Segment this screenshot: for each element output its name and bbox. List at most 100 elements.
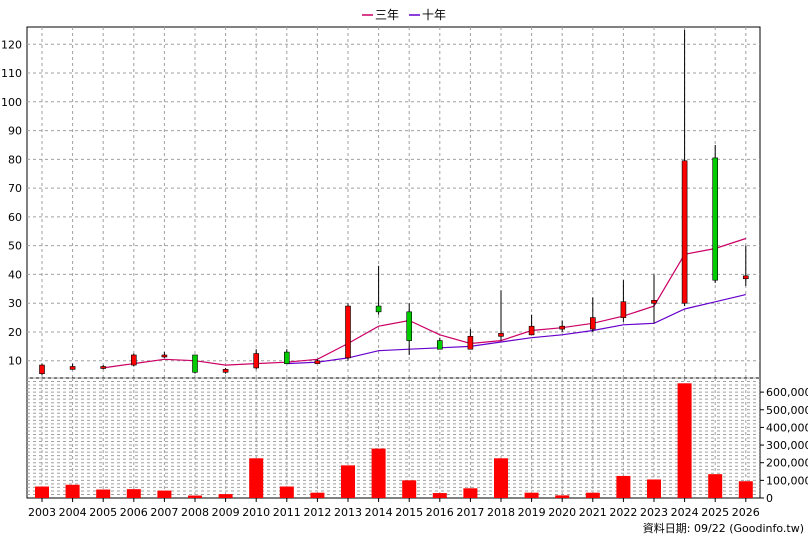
volume-bar [616,475,631,498]
volume-bar [738,481,753,498]
x-tick-label: 2024 [671,506,699,519]
price-tick-label: 10 [8,355,22,368]
price-tick-label: 60 [8,211,22,224]
source-label: 資料日期: 09/22 (Goodinfo.tw) [643,521,804,535]
candle-body [681,160,688,304]
x-tick-label: 2015 [395,506,423,519]
x-tick-label: 2016 [426,506,454,519]
x-tick-label: 2025 [701,506,729,519]
price-tick-label: 80 [8,153,22,166]
volume-bar [157,490,172,498]
price-tick-label: 70 [8,182,22,195]
x-tick-label: 2010 [242,506,270,519]
x-tick-label: 2009 [212,506,240,519]
candle-body [467,335,474,350]
candle-body [589,317,596,330]
price-tick-label: 40 [8,268,22,281]
x-tick-label: 2021 [579,506,607,519]
volume-bar [279,486,294,498]
candle-body [406,311,413,341]
candle-body [314,360,321,364]
ma-line-3yr [103,237,746,369]
x-tick-label: 2007 [150,506,178,519]
candle-body [100,366,106,369]
volume-tick-label: 100,000 [766,474,808,487]
candle-body [283,351,290,364]
legend-label-3yr: 三年 [375,8,399,22]
volume-bar [126,489,141,498]
candle-body [620,301,627,318]
x-tick-label: 2003 [28,506,56,519]
candle-body [559,325,566,330]
volume-bar [524,492,539,498]
x-tick-label: 2008 [181,506,209,519]
x-tick-label: 2013 [334,506,362,519]
legend: 三年 十年 [362,8,446,22]
x-tick-label: 2014 [365,506,393,519]
candle-body [436,340,443,350]
candle-body [712,157,719,281]
price-tick-label: 120 [1,38,22,51]
volume-bar [585,492,600,498]
candle-body [742,275,749,280]
x-tick-label: 2011 [273,506,301,519]
volume-bar [371,448,386,498]
x-tick-label: 2004 [59,506,87,519]
volume-bar [647,479,661,498]
candle-body [131,354,137,366]
volume-bar [96,489,111,498]
x-axis: 2003 2004 2005 2006 2007 2008 2009 2010 2011 2012… [28,498,760,519]
volume-tick-label: 400,000 [766,421,808,434]
volume-tick-label: 200,000 [766,457,808,470]
price-tick-label: 20 [8,326,22,339]
price-tick-label: 90 [8,125,22,138]
x-tick-label: 2019 [518,506,546,519]
candle-body [498,333,504,337]
candle-body [192,354,198,373]
candle-body [253,353,259,369]
x-tick-label: 2018 [487,506,515,519]
volume-bar [494,458,508,498]
x-tick-label: 2023 [640,506,668,519]
x-tick-label: 2022 [609,506,637,519]
volume-tick-label: 600,000 [766,386,808,399]
volume-bar [432,493,447,498]
candle-body [345,305,351,359]
price-tick-label: 30 [8,297,22,310]
volume-bar [65,484,80,498]
volume-tick-label: 300,000 [766,439,808,452]
candle-body [161,354,168,358]
price-panel: 10 20 30 40 50 60 70 80 90 100 110 120 [1,26,761,379]
candle-body [528,325,535,336]
x-tick-label: 2012 [303,506,331,519]
volume-bar [463,488,478,498]
volume-bar [249,458,264,498]
volume-panel: 0 100,000 200,000 300,000 400,000 500,000 600,… [26,377,808,505]
volume-bar [341,465,355,498]
volume-bar [218,494,233,498]
candle-body [375,305,382,313]
volume-tick-label: 0 [766,492,773,505]
legend-label-10yr: 十年 [422,8,446,22]
volume-bar [35,486,49,498]
candle-body [222,369,229,373]
volume-bar [310,492,325,498]
candle-body [39,364,45,374]
price-tick-label: 110 [1,67,22,80]
volume-bar [708,474,723,498]
x-tick-label: 2006 [120,506,148,519]
volume-bar [677,383,692,498]
volume-bar [188,495,202,498]
volume-bar [402,480,417,498]
candle-body [651,300,657,304]
volume-bar [555,495,570,498]
volume-tick-label: 500,000 [766,404,808,417]
price-tick-label: 100 [1,96,22,109]
x-tick-label: 2026 [732,506,760,519]
x-tick-label: 2005 [89,506,117,519]
x-tick-label: 2020 [548,506,576,519]
price-tick-label: 50 [8,240,22,253]
ma-line-10yr [286,294,746,365]
